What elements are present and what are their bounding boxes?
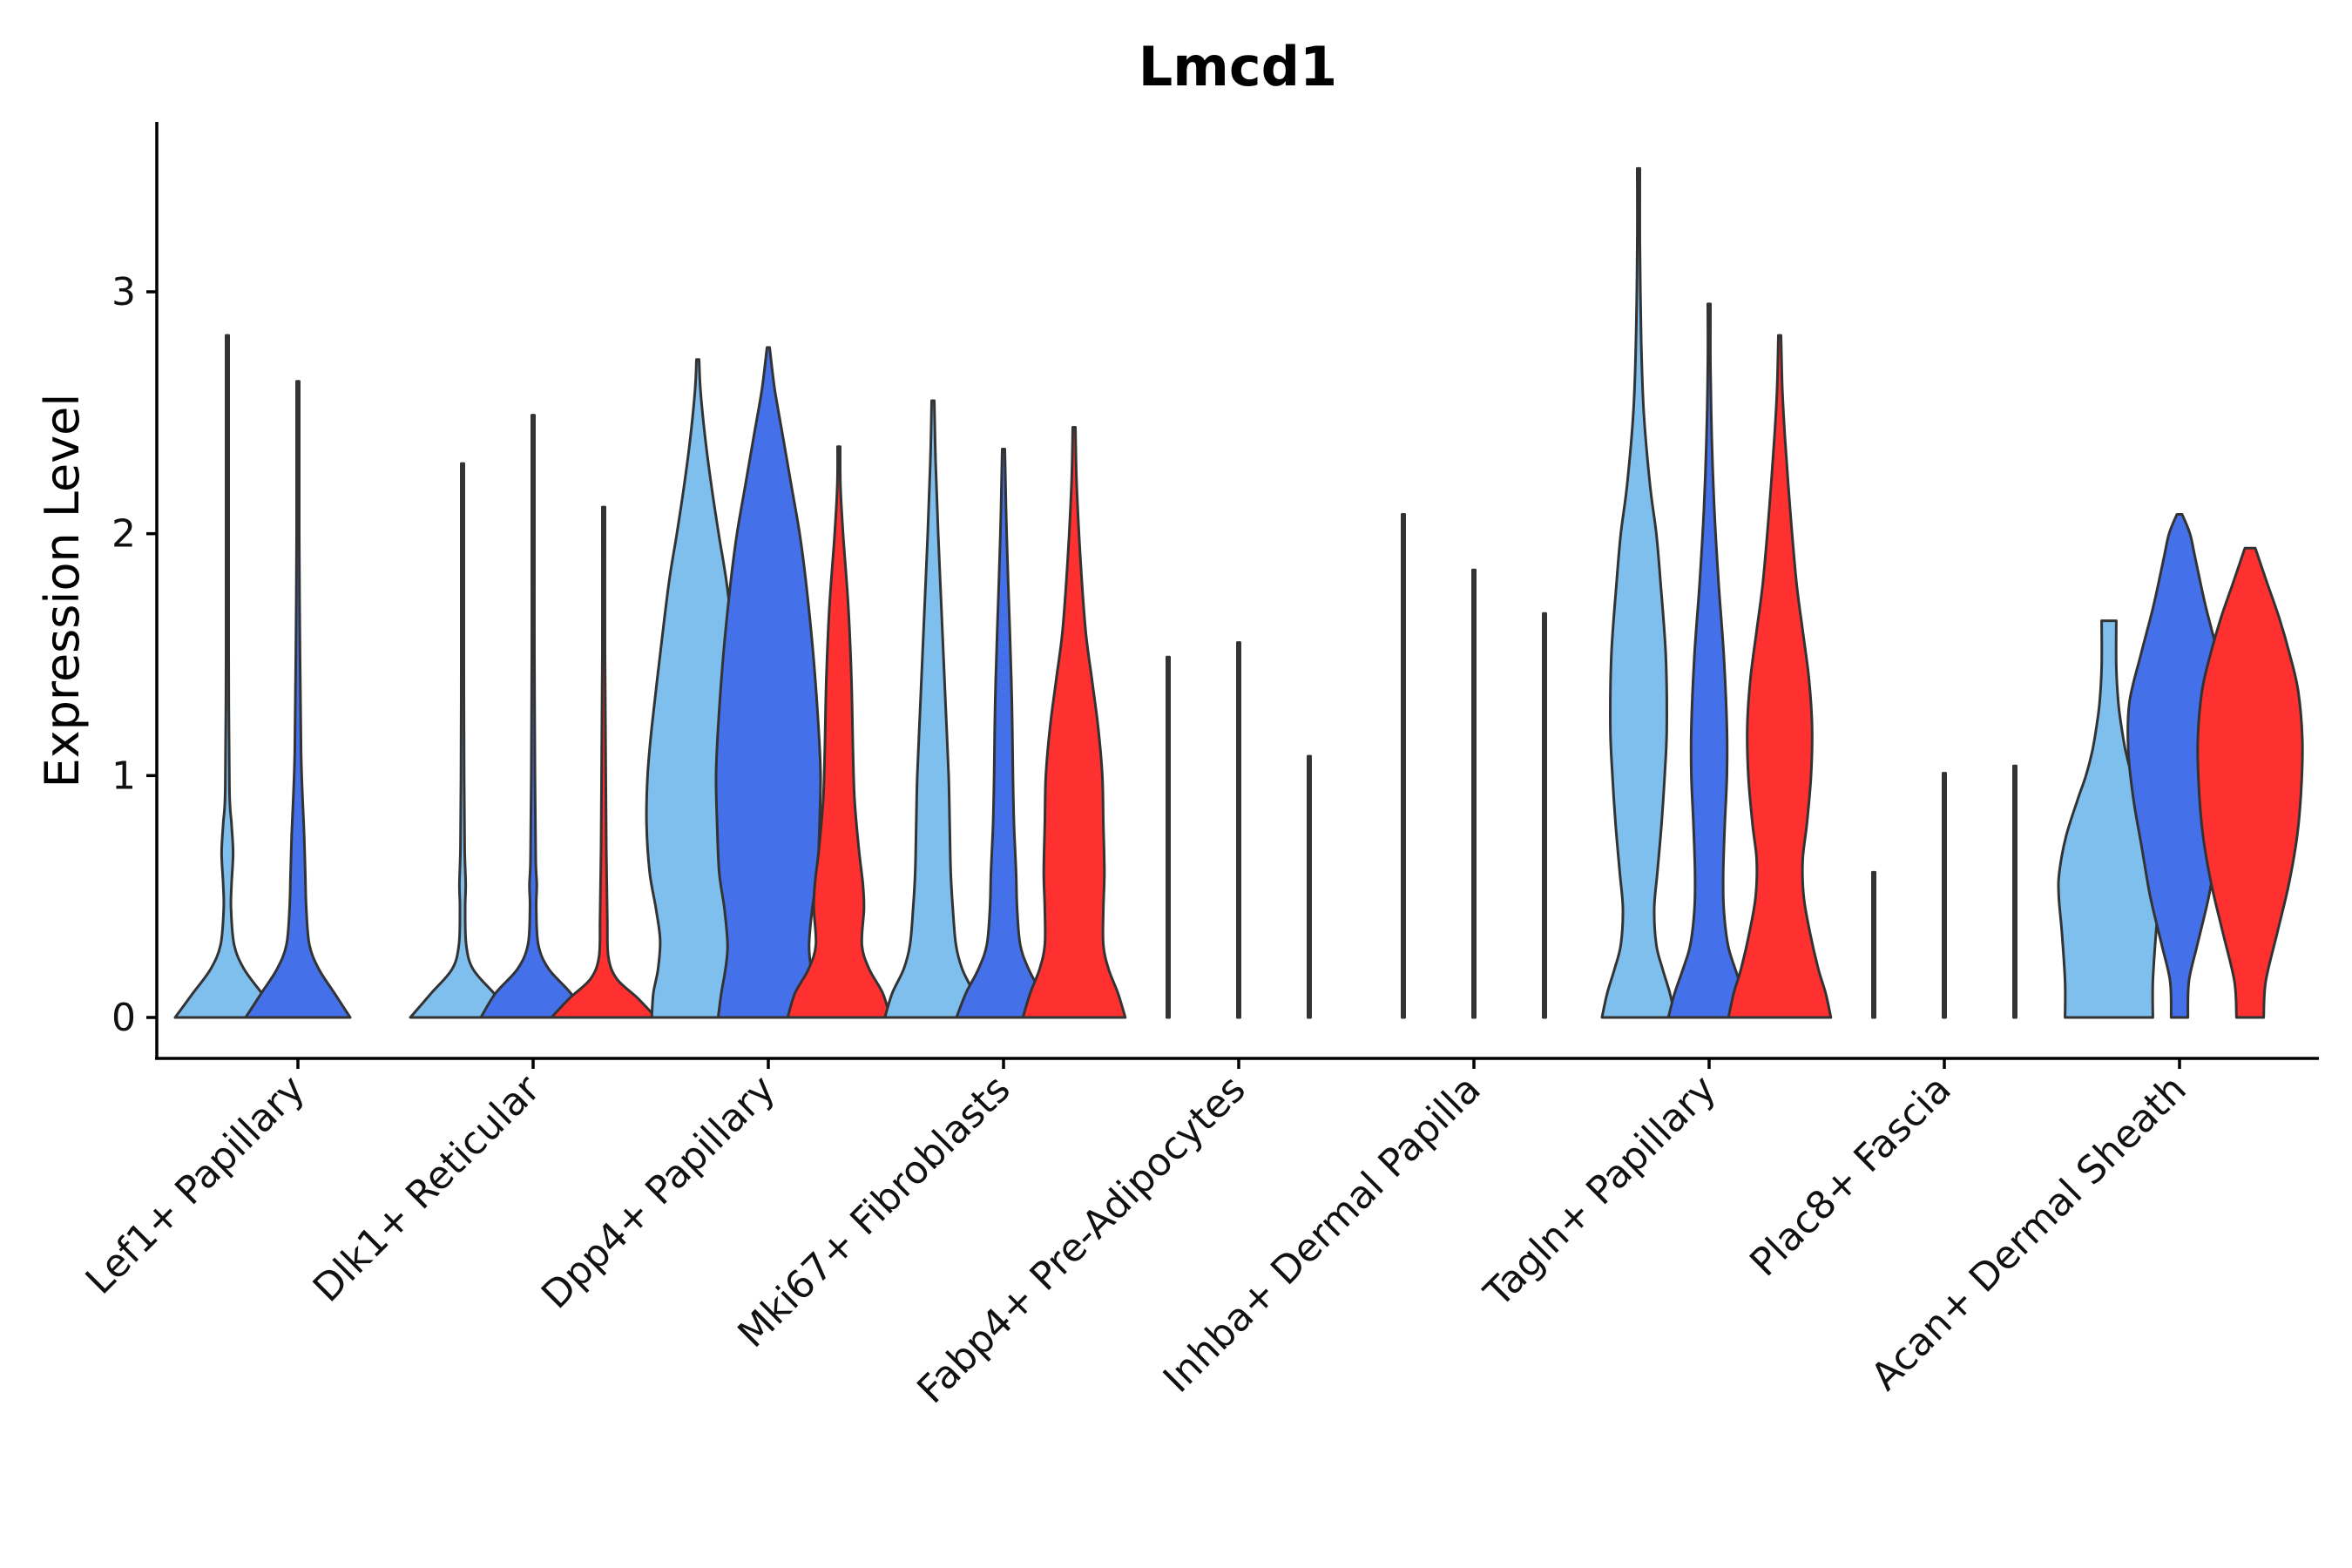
violin-tagln-papillary-group-2 [1666, 302, 1752, 1019]
violin-layer [173, 166, 2304, 1019]
y-tick-label: 2 [112, 512, 136, 557]
violin-dpp4-papillary-group-2 [714, 346, 822, 1019]
violin-inhba-dermal-papilla-group-1 [1400, 513, 1407, 1019]
violin-mki67-fibroblasts-group-3 [1021, 426, 1127, 1019]
chart-title: Lmcd1 [1139, 35, 1337, 98]
violin-mki67-fibroblasts-group-2 [955, 448, 1052, 1019]
violin-acan-dermal-sheath-group-3 [2196, 546, 2304, 1019]
x-tick-label-plac8-fascia: Plac8+ Fascia [1741, 1067, 1960, 1286]
y-axis-title: Expression Level [35, 394, 90, 788]
violin-dlk1-reticular-group-3 [550, 505, 658, 1019]
violin-tagln-papillary-group-1 [1600, 166, 1677, 1019]
violin-fabp4-pre-adipocytes-group-2 [1235, 641, 1242, 1019]
violin-lef1-papillary-group-1 [173, 334, 281, 1019]
y-tick-label: 3 [112, 270, 136, 314]
y-tick-label: 1 [112, 754, 136, 798]
violin-lef1-papillary-group-2 [244, 380, 352, 1019]
x-tick-label-tagln-papillary: Tagln+ Papillary [1476, 1067, 1725, 1316]
x-tick-label-dpp4-papillary: Dpp4+ Papillary [533, 1067, 784, 1318]
x-tick-label-dlk1-reticular: Dlk1+ Reticular [305, 1066, 550, 1311]
violin-tagln-papillary-group-3 [1727, 334, 1833, 1019]
violin-inhba-dermal-papilla-group-3 [1541, 612, 1548, 1019]
x-tick-label-lef1-papillary: Lef1+ Papillary [78, 1067, 314, 1303]
violin-fabp4-pre-adipocytes-group-3 [1306, 754, 1313, 1019]
violin-inhba-dermal-papilla-group-2 [1471, 568, 1477, 1019]
violin-mki67-fibroblasts-group-1 [883, 399, 983, 1019]
violin-dlk1-reticular-group-2 [479, 414, 587, 1019]
y-ticks: 0 1 2 3 [112, 270, 157, 1040]
axes [155, 122, 2319, 1060]
violin-dlk1-reticular-group-1 [409, 462, 517, 1019]
violin-dpp4-papillary-group-3 [786, 445, 892, 1019]
violin-plac8-fascia-group-1 [1870, 870, 1876, 1019]
y-tick-label: 0 [112, 996, 136, 1040]
violin-fabp4-pre-adipocytes-group-1 [1165, 655, 1172, 1019]
violin-plac8-fascia-group-3 [2011, 764, 2018, 1019]
violin-plac8-fascia-group-2 [1941, 772, 1947, 1019]
